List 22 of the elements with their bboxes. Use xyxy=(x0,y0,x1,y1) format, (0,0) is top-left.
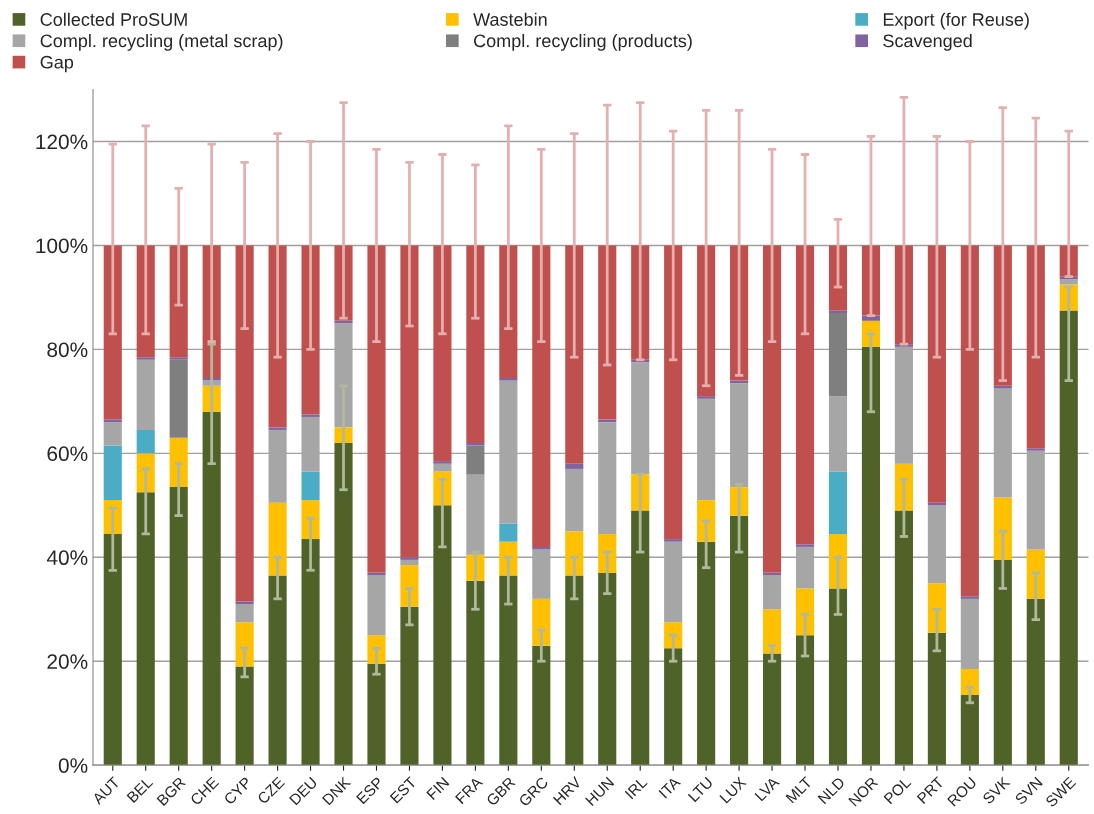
x-tick-label: FIN xyxy=(426,776,450,800)
legend-label: Collected ProSUM xyxy=(40,12,187,26)
x-tick-label: LTU xyxy=(687,776,714,803)
y-tick-label: 40% xyxy=(46,550,88,566)
y-tick-label: 20% xyxy=(47,654,88,669)
y-tick-label: 120% xyxy=(36,134,88,150)
legend-label: Compl. recycling (products) xyxy=(474,33,692,51)
y-tick-label: 0% xyxy=(58,758,88,773)
x-tick-label: ITA xyxy=(658,775,681,799)
legend-label: Wastebin xyxy=(473,12,547,26)
legend-label: Export (for Reuse) xyxy=(883,12,1029,30)
x-tick-label: BEL xyxy=(126,776,154,803)
y-tick-label: 80% xyxy=(47,342,88,358)
legend-label: Compl. recycling (metal scrap) xyxy=(40,33,283,51)
x-tick-label: IRL xyxy=(624,776,648,800)
y-tick-label: 60% xyxy=(47,446,88,462)
x-tick-label: FRA xyxy=(455,775,484,805)
legend-label: Gap xyxy=(40,55,74,73)
legend-label: Scavenged xyxy=(883,33,972,51)
x-tick-label: POL xyxy=(883,776,912,805)
y-tick-label: 100% xyxy=(36,238,88,254)
x-tick-label: LVA xyxy=(754,775,780,802)
